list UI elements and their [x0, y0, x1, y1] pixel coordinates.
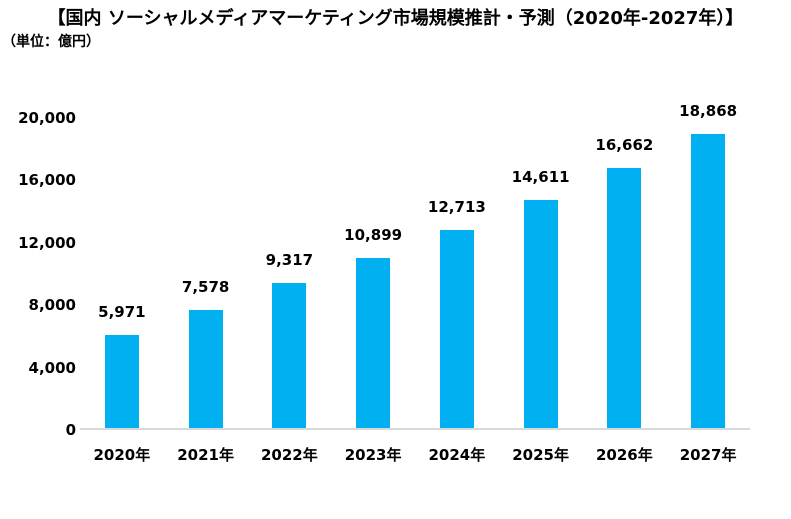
- bar-2023: [356, 258, 391, 428]
- x-axis-label-2025: 2025年: [512, 446, 569, 464]
- x-axis-label-2027: 2027年: [679, 446, 737, 464]
- bar-2020: [104, 335, 139, 428]
- y-axis-tick-label: 8,000: [28, 296, 76, 314]
- y-axis-tick-label: 12,000: [18, 234, 76, 252]
- x-axis-label-2026: 2026年: [596, 446, 653, 464]
- value-label-2027: 18,868: [679, 102, 738, 120]
- x-axis-label-2023: 2023年: [344, 446, 402, 464]
- y-axis-tick-label: 0: [65, 421, 76, 439]
- x-axis-label-2022: 2022年: [261, 446, 318, 464]
- bar-2021: [188, 310, 223, 428]
- bar-2025: [523, 200, 558, 428]
- chart-title: 【国内 ソーシャルメディアマーケティング市場規模推計・予測（2020年-2027…: [47, 8, 744, 29]
- bar-2024: [439, 230, 474, 428]
- y-axis-tick-label: 20,000: [18, 109, 76, 127]
- bar-slot-2025: 14,611: [499, 118, 583, 428]
- y-axis: 0 4,000 8,000 12,000 16,000 20,000: [0, 0, 76, 519]
- y-axis-tick-label: 16,000: [18, 171, 76, 189]
- bar-2022: [272, 283, 307, 428]
- value-label-2024: 12,713: [427, 198, 486, 216]
- value-label-2025: 14,611: [511, 168, 570, 186]
- bar-2026: [607, 168, 642, 428]
- bar-slot-2020: 5,971: [80, 118, 164, 428]
- bar-chart-plot-area: 5,971 7,578 9,317 10,899 12,713 14,611 16,662 1…: [80, 102, 750, 430]
- y-axis-tick-label: 4,000: [28, 359, 76, 377]
- value-label-2022: 9,317: [265, 251, 314, 269]
- bar-2027: [691, 134, 726, 428]
- bar-slot-2024: 12,713: [415, 118, 499, 428]
- value-label-2021: 7,578: [181, 278, 230, 296]
- x-axis: 2020年 2021年 2022年 2023年 2024年 2025年 2026年 2027年: [80, 444, 750, 465]
- x-axis-label-2020: 2020年: [93, 446, 151, 464]
- bar-slot-2026: 16,662: [583, 118, 667, 428]
- value-label-2023: 10,899: [344, 226, 403, 244]
- bar-slot-2027: 18,868: [666, 102, 750, 428]
- x-axis-label-2024: 2024年: [428, 446, 486, 464]
- bar-slot-2021: 7,578: [164, 118, 248, 428]
- bar-slot-2023: 10,899: [331, 118, 415, 428]
- value-label-2020: 5,971: [98, 303, 146, 321]
- unit-note: （単位：億円）: [2, 34, 100, 50]
- x-axis-label-2021: 2021年: [177, 446, 234, 464]
- bar-slot-2022: 9,317: [248, 118, 332, 428]
- value-label-2026: 16,662: [595, 136, 654, 154]
